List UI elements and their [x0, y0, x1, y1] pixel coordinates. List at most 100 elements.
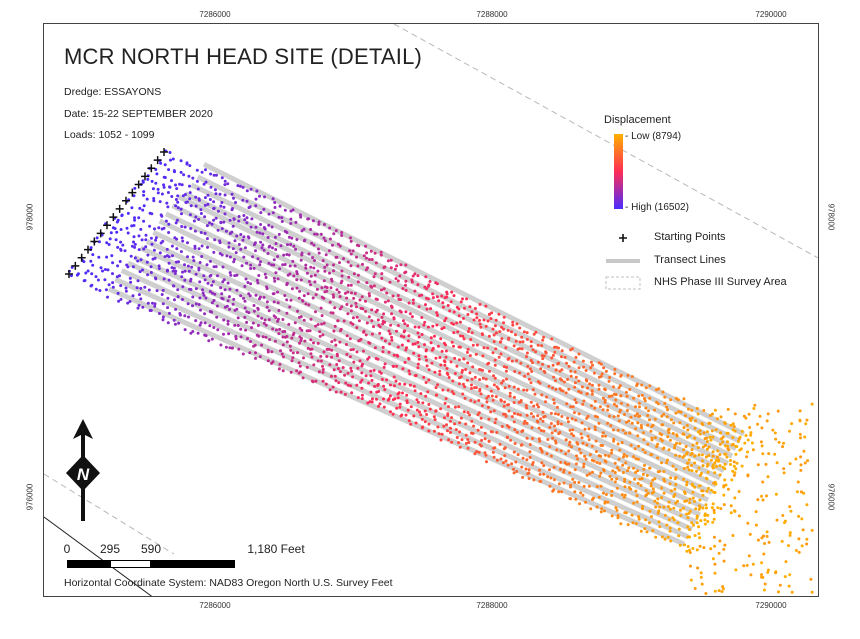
track-point — [144, 245, 148, 249]
track-point — [392, 384, 396, 388]
track-point — [641, 431, 645, 435]
track-point — [171, 269, 175, 273]
track-point — [243, 285, 247, 288]
track-point — [163, 163, 167, 167]
track-point — [417, 354, 421, 358]
track-point — [660, 414, 664, 418]
track-point — [226, 299, 230, 303]
track-point — [357, 319, 361, 323]
track-point — [336, 319, 340, 323]
track-point — [593, 399, 597, 403]
track-point — [682, 467, 686, 470]
track-point — [189, 204, 193, 208]
track-point — [635, 412, 639, 416]
track-point — [712, 517, 716, 521]
track-point — [278, 362, 282, 366]
track-point — [401, 287, 405, 291]
track-point — [708, 435, 712, 439]
track-point — [302, 239, 306, 243]
track-point — [635, 494, 639, 498]
track-point — [309, 228, 313, 231]
track-point — [637, 401, 641, 405]
track-point — [425, 413, 429, 416]
track-point — [626, 469, 629, 473]
track-point — [698, 544, 702, 548]
track-point — [305, 365, 309, 369]
track-point — [485, 396, 489, 400]
track-point — [634, 470, 638, 474]
track-point — [254, 356, 257, 360]
track-point — [399, 298, 402, 302]
dredge-label: Dredge: ESSAYONS — [64, 86, 162, 98]
track-point — [432, 415, 436, 419]
track-point — [490, 311, 494, 315]
starting-point — [115, 204, 124, 213]
track-point — [716, 506, 720, 510]
track-point — [716, 459, 720, 463]
track-point — [588, 453, 592, 457]
track-point — [484, 453, 488, 457]
track-point — [554, 387, 558, 391]
track-point — [258, 355, 262, 359]
track-point — [223, 183, 227, 187]
track-point — [280, 220, 284, 223]
track-point — [590, 458, 594, 462]
track-point — [484, 324, 488, 328]
track-point — [528, 443, 532, 447]
track-point — [174, 307, 178, 311]
track-point — [683, 414, 687, 418]
track-point — [378, 325, 382, 329]
track-point — [663, 395, 667, 399]
track-point — [531, 461, 535, 464]
track-point — [204, 180, 208, 184]
track-point — [562, 481, 566, 485]
track-point — [202, 182, 206, 186]
track-point — [669, 418, 673, 422]
track-point — [388, 332, 392, 336]
track-point — [503, 386, 507, 390]
track-point — [131, 265, 135, 269]
track-point — [562, 470, 566, 474]
track-point — [231, 302, 235, 306]
track-point — [641, 448, 645, 452]
starting-point — [153, 156, 162, 165]
track-point — [176, 288, 180, 292]
track-point — [404, 413, 408, 417]
track-point — [695, 407, 699, 410]
track-point — [559, 467, 562, 471]
track-point — [167, 255, 171, 259]
track-point — [633, 477, 637, 481]
track-point — [367, 292, 371, 296]
track-point — [514, 460, 518, 464]
track-point — [687, 407, 690, 411]
track-point — [624, 461, 628, 465]
track-point — [181, 298, 184, 301]
track-point — [452, 322, 455, 326]
track-point — [245, 261, 249, 265]
track-point — [694, 507, 698, 511]
track-point — [158, 251, 162, 255]
track-point — [105, 255, 109, 259]
track-point — [103, 268, 107, 271]
track-point — [479, 425, 483, 429]
track-point — [410, 278, 414, 282]
track-point — [157, 264, 161, 268]
track-point — [239, 327, 243, 331]
track-point — [170, 244, 174, 248]
track-point — [674, 453, 678, 457]
track-point — [495, 431, 499, 434]
track-point — [464, 433, 468, 437]
track-point — [186, 302, 190, 306]
track-point — [803, 435, 807, 439]
track-point — [742, 564, 746, 568]
track-point — [448, 419, 452, 423]
track-point — [460, 370, 464, 374]
track-point — [614, 398, 618, 402]
track-point — [481, 368, 484, 372]
track-point — [568, 440, 572, 444]
track-point — [540, 393, 544, 397]
track-point — [502, 404, 506, 408]
track-point — [335, 255, 339, 259]
track-point — [492, 383, 496, 387]
track-point — [390, 338, 394, 342]
